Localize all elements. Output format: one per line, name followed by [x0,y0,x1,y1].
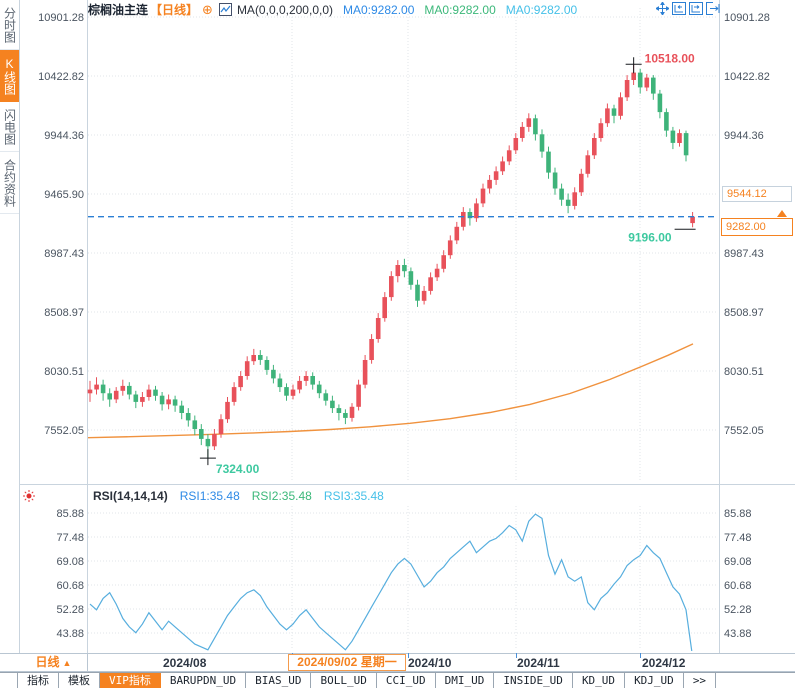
rsi-header: RSI(14,14,14) RSI1:35.48 RSI2:35.48 RSI3… [93,489,384,503]
svg-text:9944.36: 9944.36 [44,130,84,142]
svg-text:10422.82: 10422.82 [724,71,770,83]
tabs-overflow-button[interactable]: >> [684,673,717,688]
svg-text:8508.97: 8508.97 [724,307,764,319]
svg-text:77.48: 77.48 [724,532,752,544]
ma-value-1: MA0:9282.00 [343,2,415,17]
symbol-name: 棕榈油主连 [88,3,149,17]
chart-header: 棕榈油主连 【日线】 ⊕ MA(0,0,0,200,0,0) MA0:9282.… [88,1,578,18]
price-annotations: 10518.00 7324.00 9196.00 [199,51,696,476]
sidebar-item-contract-info[interactable]: 合约资料 [0,152,19,214]
sidebar-item-kline-chart[interactable]: K线图 [0,50,19,102]
chart-toolbar [656,2,720,15]
sidebar-item-time-chart[interactable]: 分时图 [0,0,19,50]
svg-text:8030.51: 8030.51 [724,366,764,378]
tab-templates[interactable]: 模板 [59,673,100,688]
x-axis-tick [516,653,517,658]
rsi-value-1: RSI1:35.48 [179,489,240,503]
pan-icon[interactable] [656,2,669,15]
svg-text:52.28: 52.28 [56,604,84,616]
svg-text:9196.00: 9196.00 [628,230,672,244]
tab-bias-ud[interactable]: BIAS_UD [246,673,312,688]
svg-text:60.68: 60.68 [724,580,752,592]
x-axis-tick [408,653,409,658]
svg-text:10422.82: 10422.82 [38,71,84,83]
ma-formula[interactable]: MA(0,0,0,200,0,0) [236,2,333,17]
tab-bar-spacer [0,673,18,688]
y-axis-labels: 10901.28 10901.28 10422.82 10422.82 9944.36 9… [38,12,770,640]
panel-borders [20,0,795,653]
svg-text:77.48: 77.48 [56,532,84,544]
svg-text:10901.28: 10901.28 [724,12,770,24]
svg-text:10901.28: 10901.28 [38,12,84,24]
tab-dmi-ud[interactable]: DMI_UD [436,673,495,688]
svg-text:85.88: 85.88 [56,508,84,520]
x-axis-label-dec: 2024/12 [642,656,686,670]
x-axis-strip: 日线 ▲ 2024/08 2024/09/02 星期一 2024/10 2024/… [0,653,795,672]
svg-text:69.08: 69.08 [724,556,752,568]
period-selector-button[interactable]: 日线 ▲ [20,654,88,671]
svg-text:8987.43: 8987.43 [44,248,84,260]
svg-text:9465.90: 9465.90 [44,189,84,201]
x-axis-tick [640,653,641,658]
price-up-arrow-icon [777,210,787,217]
candles [87,64,695,459]
tab-inside-ud[interactable]: INSIDE_UD [494,673,573,688]
svg-text:85.88: 85.88 [724,508,752,520]
svg-text:69.08: 69.08 [56,556,84,568]
tab-vip-indicators[interactable]: VIP指标 [100,673,161,688]
chart-type-sidebar: 分时图 K线图 闪电图 合约资料 [0,0,20,653]
rsi-value-3: RSI3:35.48 [323,489,384,503]
reference-price-label: 9544.12 [722,186,792,202]
ma200-line [87,343,694,439]
sidebar-item-lightning-chart[interactable]: 闪电图 [0,102,19,152]
add-indicator-icon[interactable]: ⊕ [202,1,213,17]
svg-text:60.68: 60.68 [56,580,84,592]
svg-text:7552.05: 7552.05 [44,425,84,437]
exit-right-icon[interactable] [706,2,720,15]
x-axis-label-aug: 2024/08 [163,656,207,670]
last-price-value: 9282.00 [726,221,766,233]
svg-text:43.88: 43.88 [56,628,84,640]
compress-x-axis-icon[interactable] [672,2,686,15]
period-tag[interactable]: 【日线】 [150,3,199,17]
svg-text:8987.43: 8987.43 [724,248,764,260]
reference-price-value: 9544.12 [727,188,767,200]
compress-y-axis-icon[interactable] [689,2,703,15]
svg-text:8030.51: 8030.51 [44,366,84,378]
crosshair-date-label: 2024/09/02 星期一 [288,654,406,671]
svg-text:8508.97: 8508.97 [44,307,84,319]
x-axis-label-nov: 2024/11 [517,656,560,670]
indicator-tab-bar: 指标 模板 VIP指标 BARUPDN_UD BIAS_UD BOLL_UD C… [0,672,795,688]
svg-text:10518.00: 10518.00 [645,51,695,65]
tab-cci-ud[interactable]: CCI_UD [377,673,436,688]
ma-value-3: MA0:9282.00 [505,2,578,17]
tab-indicators[interactable]: 指标 [18,673,59,688]
period-label: 日线 [35,655,60,669]
svg-text:52.28: 52.28 [724,604,752,616]
rsi-formula[interactable]: RSI(14,14,14) [93,489,168,503]
tab-kd-ud[interactable]: KD_UD [573,673,626,688]
svg-text:7324.00: 7324.00 [216,462,260,476]
tab-boll-ud[interactable]: BOLL_UD [311,673,377,688]
tab-barupdn-ud[interactable]: BARUPDN_UD [161,673,247,688]
gridlines [88,8,718,650]
last-price-label: 9282.00 [721,218,793,236]
svg-text:9944.36: 9944.36 [724,130,764,142]
svg-text:7552.05: 7552.05 [724,425,764,437]
indicator-alert-icon[interactable] [22,489,36,503]
ma-value-2: MA0:9282.00 [424,2,496,17]
svg-text:43.88: 43.88 [724,628,752,640]
rsi-line [89,513,693,651]
ma-mini-chart-icon[interactable] [218,3,232,16]
x-axis-label-oct: 2024/10 [408,656,452,670]
rsi-value-2: RSI2:35.48 [251,489,312,503]
tab-kdj-ud[interactable]: KDJ_UD [625,673,684,688]
period-arrow-icon: ▲ [62,658,72,668]
